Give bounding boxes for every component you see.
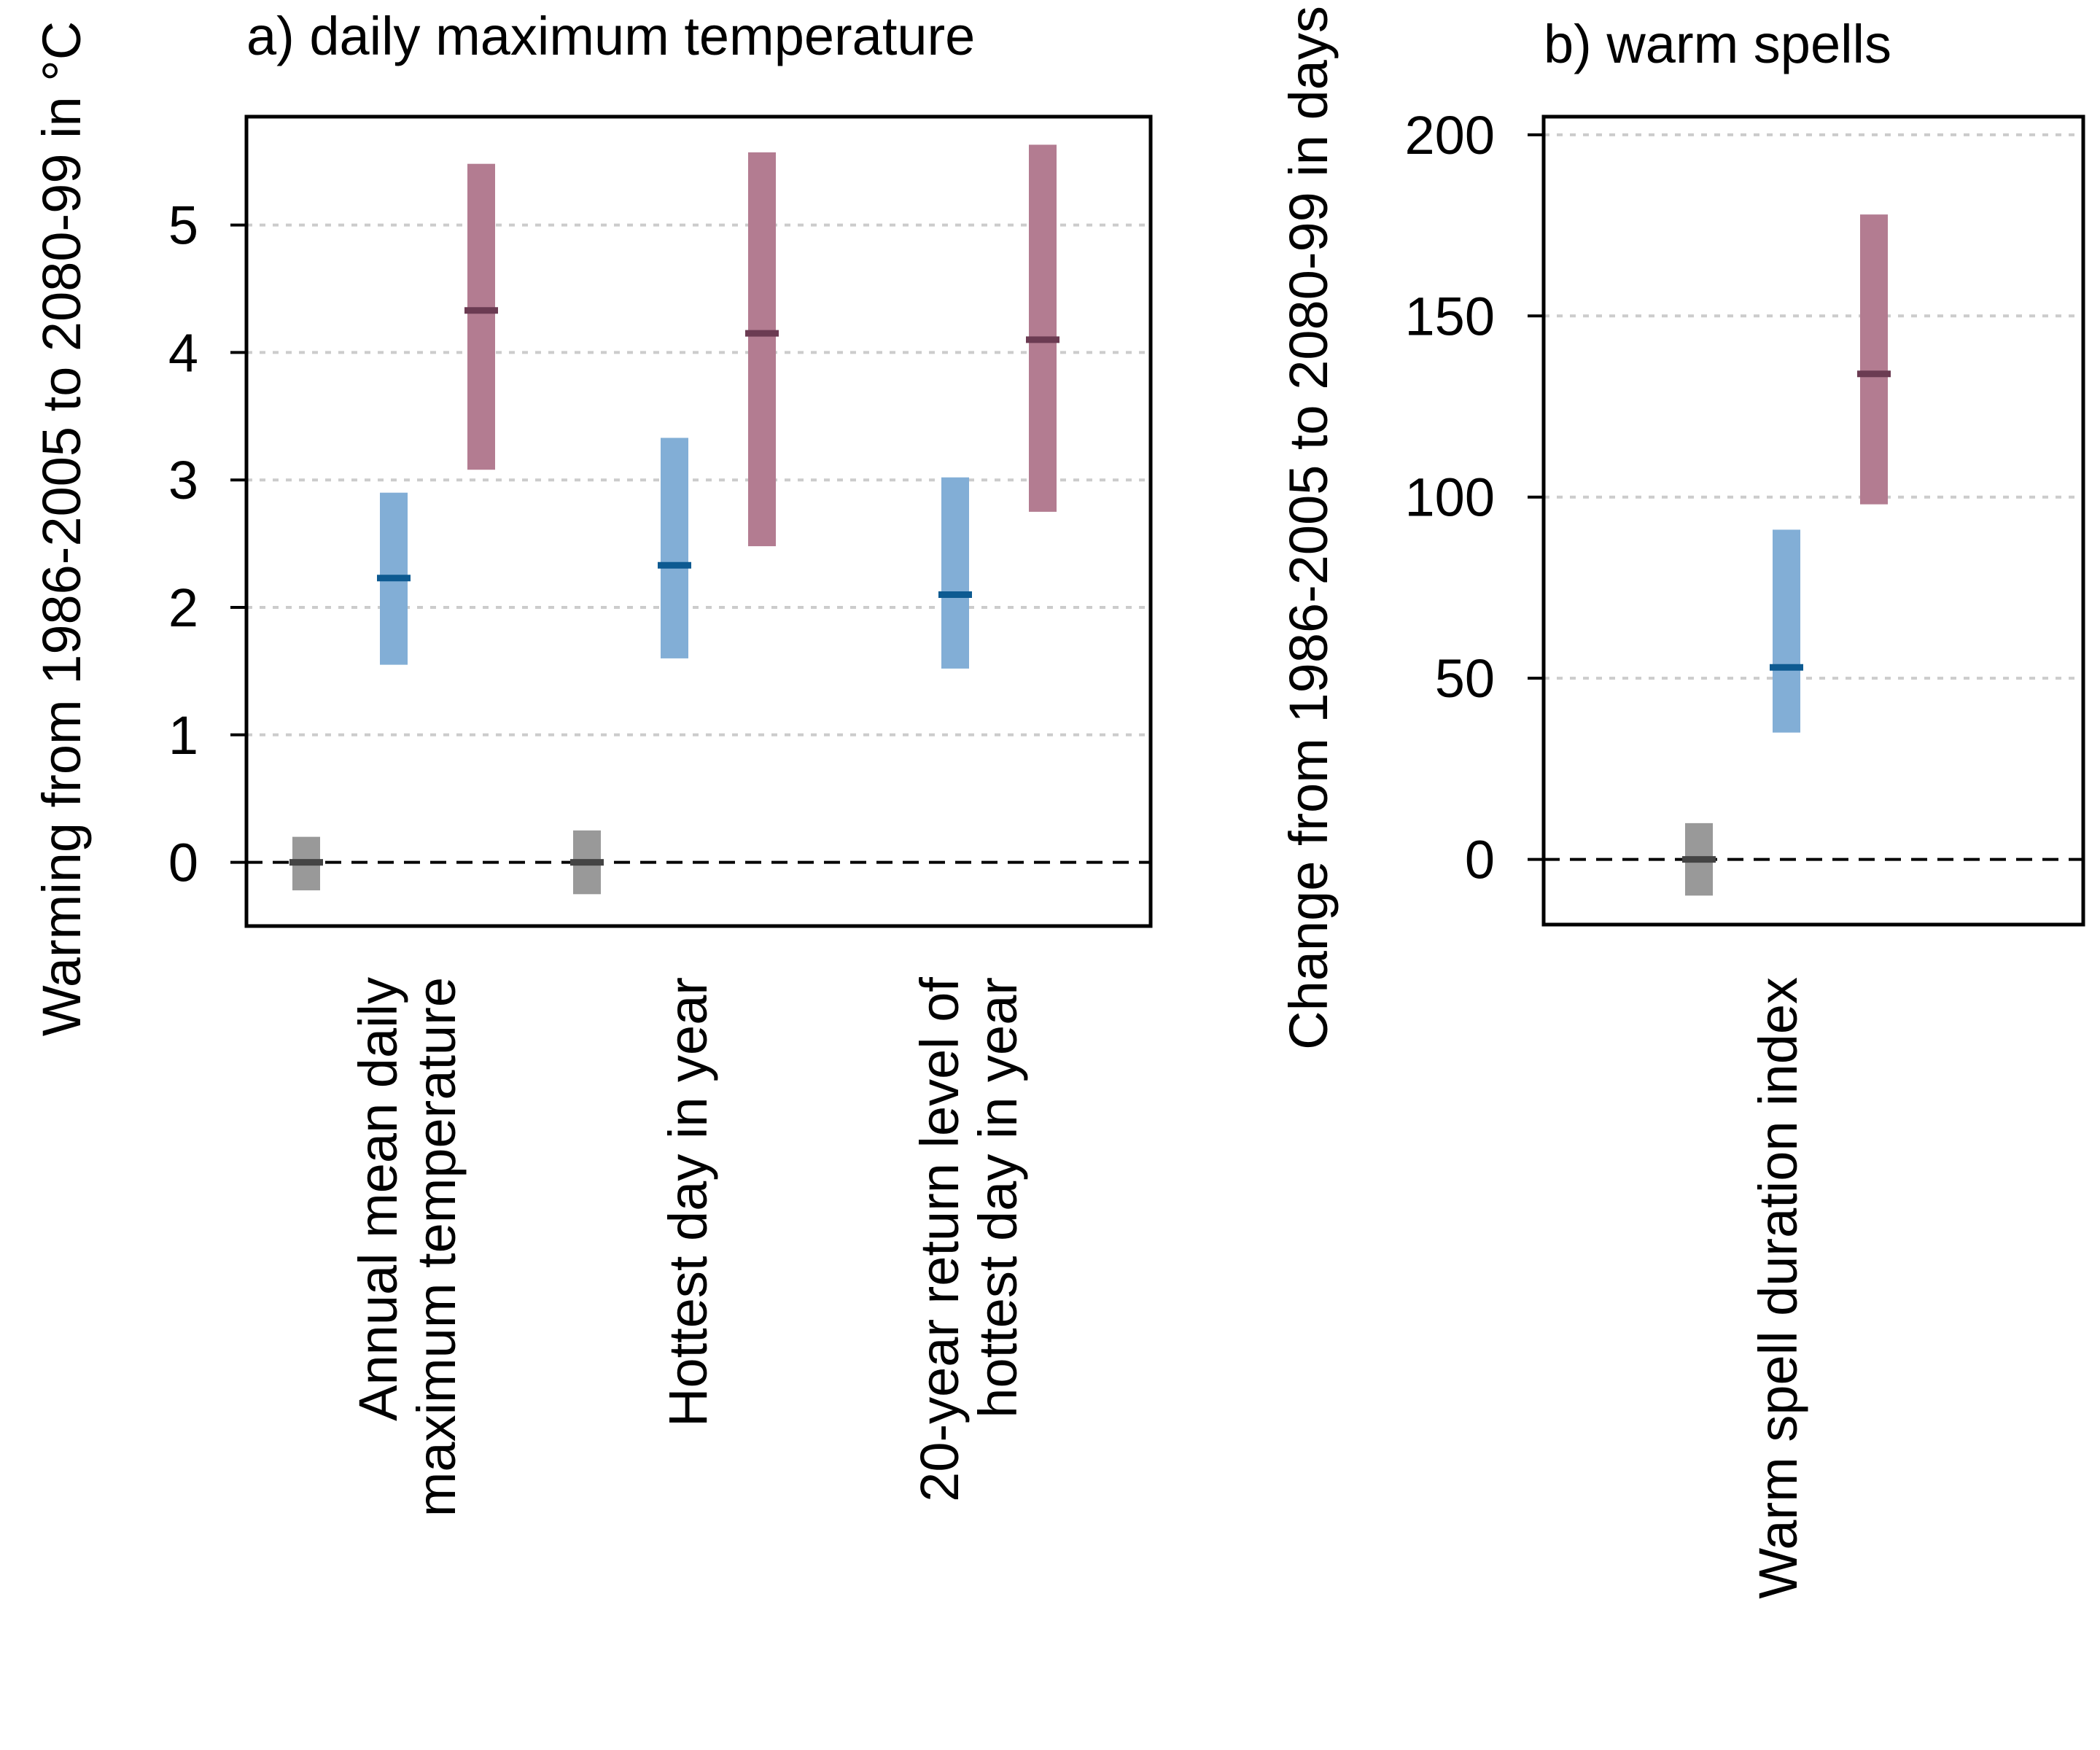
y-tick-label: 2 (168, 578, 198, 638)
range-bar (941, 477, 969, 669)
y-tick-label: 3 (168, 450, 198, 510)
y-tick-label: 0 (1465, 830, 1495, 890)
category-label: Warm spell duration index (1748, 977, 1808, 1599)
category-label: 20-year return level of (909, 977, 970, 1502)
category-label: hottest day in year (968, 977, 1028, 1418)
plot-frame (244, 114, 1153, 928)
y-tick-label: 150 (1405, 286, 1495, 346)
panel-title: a) daily maximum temperature (246, 6, 975, 66)
y-tick-label: 1 (168, 705, 198, 766)
y-tick-label: 4 (168, 322, 198, 383)
y-axis-label: Change from 1986-2005 to 2080-99 in days (1278, 6, 1339, 1050)
y-axis-label: Warming from 1986-2005 to 2080-99 in °C (31, 21, 92, 1036)
plot-frame (1541, 114, 2085, 927)
range-bar (748, 152, 776, 547)
category-label: maximum temperature (406, 977, 467, 1517)
category-label: Hottest day in year (658, 977, 718, 1427)
panel-title: b) warm spells (1544, 14, 1891, 74)
y-tick-label: 5 (168, 195, 198, 256)
y-tick-label: 50 (1435, 648, 1495, 709)
panel-a-daily-maximum-temperature: a) daily maximum temperature 0 1 2 3 4 5 Warmin… (31, 6, 1153, 1517)
y-tick-label: 0 (168, 833, 198, 893)
y-tick-label: 100 (1405, 467, 1495, 528)
range-bar (467, 163, 495, 470)
range-bar (1860, 214, 1888, 505)
range-bar (1773, 529, 1800, 733)
panel-b-warm-spells: b) warm spells 0 50 100 150 200 Change from 19… (1278, 6, 2085, 1599)
y-tick-label: 200 (1405, 105, 1495, 166)
category-label: Annual mean daily (348, 977, 408, 1421)
range-bar (1029, 144, 1057, 512)
range-bar (661, 438, 688, 658)
